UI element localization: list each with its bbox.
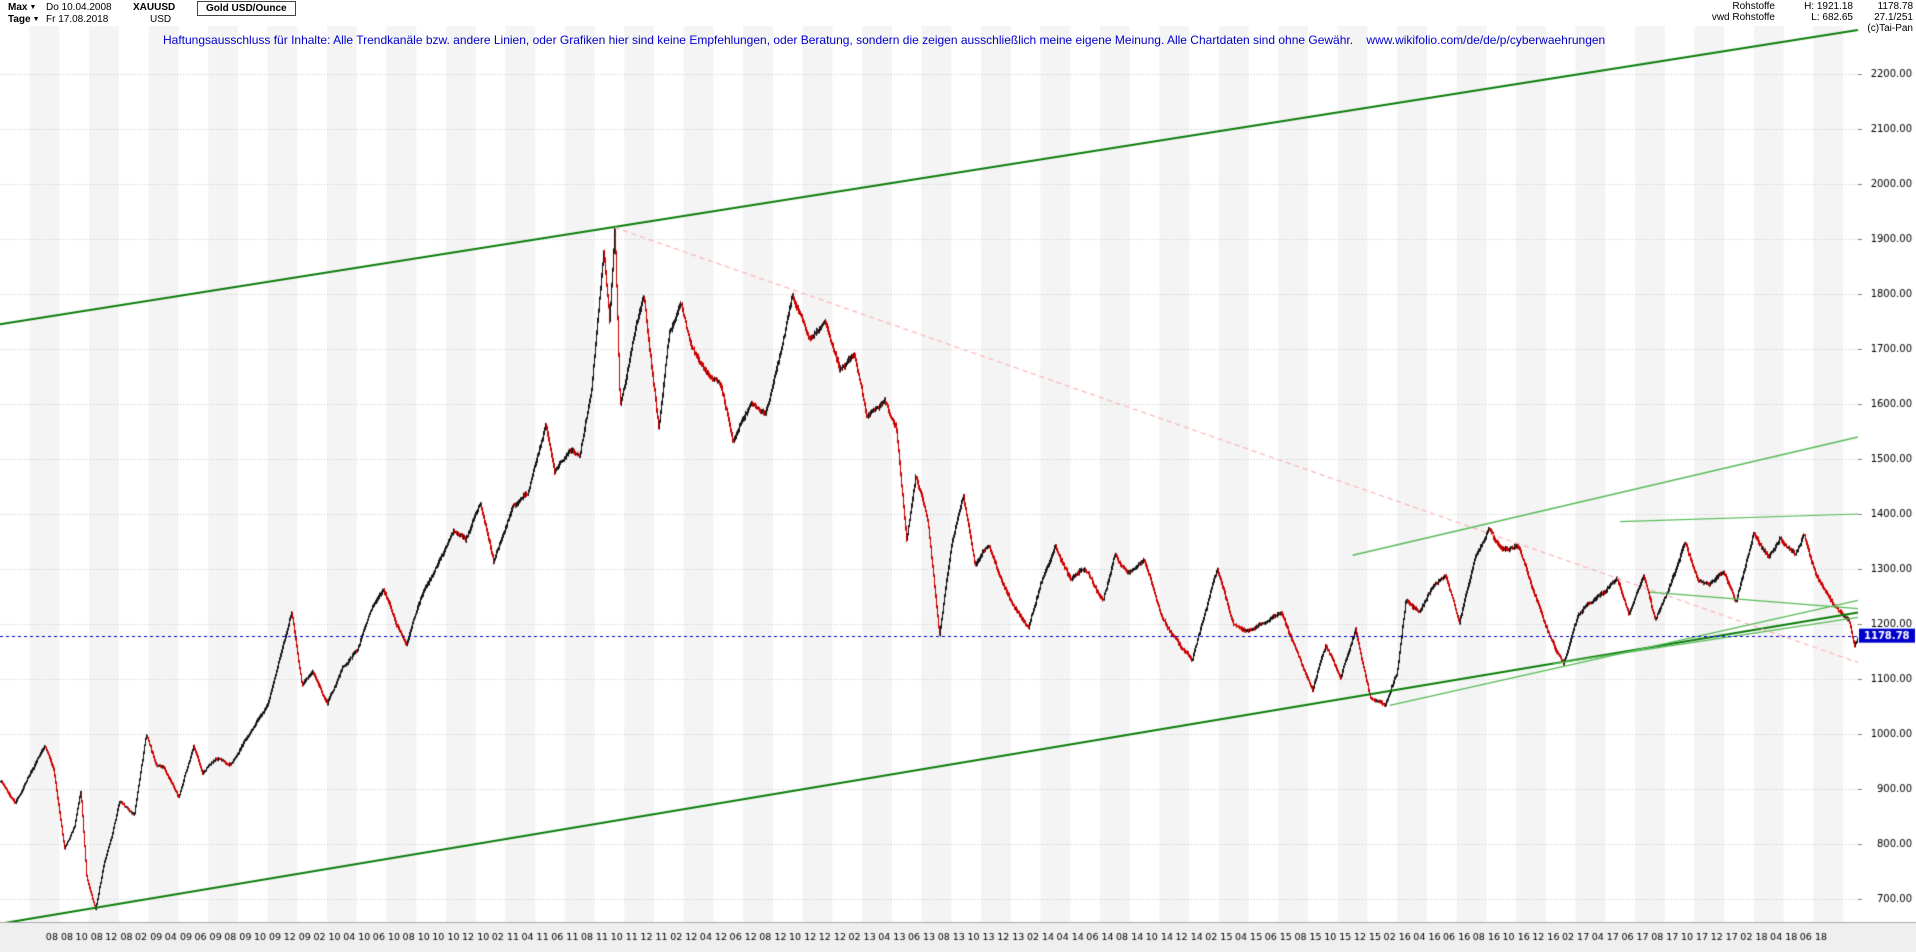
last-value: 1178.78 [1877, 1, 1913, 12]
bar-position-value: 27.1/251 [1874, 12, 1913, 23]
chevron-down-icon: ▼ [29, 4, 37, 11]
copyright-label: (c)Tai-Pan [1867, 23, 1913, 34]
high-value: H: 1921.18 [1804, 1, 1853, 12]
range-dropdown[interactable]: Max ▼ [8, 2, 36, 13]
low-value: L: 682.65 [1811, 12, 1853, 23]
wikifolio-link[interactable]: www.wikifolio.com/de/de/p/cyberwaehrunge… [1366, 33, 1606, 47]
feed-label: vwd Rohstoffe [1711, 12, 1775, 23]
currency-label: USD [150, 14, 172, 25]
instrument-title: Gold USD/Ounce [197, 1, 296, 16]
range-label: Max [8, 2, 28, 13]
group-label: Rohstoffe [1732, 1, 1775, 12]
symbol-label: XAUUSD [133, 2, 176, 13]
toolbar: Max ▼ Do 10.04.2008 XAUUSD Tage ▼ Fr 17.08… [0, 0, 1916, 34]
quote-row-2: vwd Rohstoffe L: 682.65 27.1/251 [1679, 12, 1913, 23]
quote-row-1: Rohstoffe H: 1921.18 1178.78 [1679, 1, 1913, 12]
chevron-down-icon: ▼ [32, 16, 40, 23]
end-date: Fr 17.08.2018 [46, 14, 109, 25]
period-label: Tage [8, 14, 31, 25]
disclaimer-text: Haftungsausschluss für Inhalte: Alle Tre… [163, 33, 1354, 47]
disclaimer: Haftungsausschluss für Inhalte: Alle Tre… [163, 33, 1605, 47]
quote-row-3: (c)Tai-Pan [1679, 23, 1913, 34]
quote-info-panel: Rohstoffe H: 1921.18 1178.78 vwd Rohstof… [1679, 1, 1913, 34]
start-date: Do 10.04.2008 [46, 2, 112, 13]
period-dropdown[interactable]: Tage ▼ [8, 14, 40, 25]
